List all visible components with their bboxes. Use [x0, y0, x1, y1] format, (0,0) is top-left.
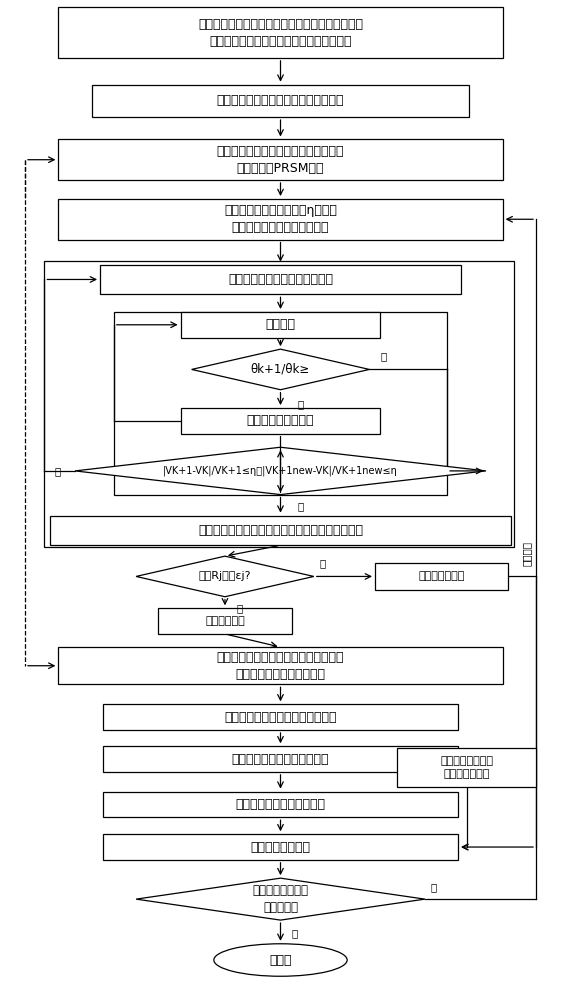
FancyBboxPatch shape — [58, 139, 503, 180]
Text: 可行设计向量: 可行设计向量 — [205, 616, 245, 626]
Text: 设置可靠性分析收敛阈值η，初始
化遗传算法，生成初始化种群: 设置可靠性分析收敛阈值η，初始 化遗传算法，生成初始化种群 — [224, 204, 337, 234]
Text: 迭代求解: 迭代求解 — [265, 318, 296, 331]
Text: 是: 是 — [292, 928, 298, 938]
FancyBboxPatch shape — [397, 748, 536, 787]
FancyBboxPatch shape — [181, 312, 380, 338]
Text: 不可行设计向量: 不可行设计向量 — [419, 571, 465, 581]
FancyBboxPatch shape — [103, 704, 458, 730]
Text: 是: 是 — [297, 399, 304, 409]
Polygon shape — [136, 878, 425, 920]
FancyBboxPatch shape — [181, 408, 380, 434]
Text: 否: 否 — [55, 466, 61, 476]
Text: 所有种群个体排序: 所有种群个体排序 — [251, 841, 310, 854]
FancyBboxPatch shape — [100, 265, 461, 294]
FancyBboxPatch shape — [103, 834, 458, 860]
Text: 计算目标和约束性能的稳健性系数: 计算目标和约束性能的稳健性系数 — [224, 711, 337, 724]
Polygon shape — [192, 349, 369, 390]
Text: 根据动态特性约束
整体可靠度排序: 根据动态特性约束 整体可靠度排序 — [440, 756, 493, 779]
Polygon shape — [75, 447, 486, 495]
Text: 否: 否 — [430, 882, 436, 892]
Text: 任意Rj大于εj?: 任意Rj大于εj? — [199, 571, 251, 581]
Text: 目标和约束稳健性系数预处理: 目标和约束稳健性系数预处理 — [232, 753, 329, 766]
Polygon shape — [136, 556, 314, 597]
FancyBboxPatch shape — [58, 199, 503, 240]
Text: 达到最大迭代次数
或收敛条件: 达到最大迭代次数 或收敛条件 — [252, 884, 309, 914]
Text: 通过蒙特卡洛法计算目标函数结构性能
和约束性能的均值和标准差: 通过蒙特卡洛法计算目标函数结构性能 和约束性能的均值和标准差 — [217, 651, 344, 681]
FancyBboxPatch shape — [50, 516, 511, 545]
FancyBboxPatch shape — [58, 7, 503, 58]
Text: 将概率向量转化至标准正态空间: 将概率向量转化至标准正态空间 — [228, 273, 333, 286]
Text: 确定自平衡电动车车架动态特性稳健均衡设计模型
中设计变量取值范围和不确定变量概率分布: 确定自平衡电动车车架动态特性稳健均衡设计模型 中设计变量取值范围和不确定变量概率… — [198, 18, 363, 48]
FancyBboxPatch shape — [91, 85, 470, 117]
Text: 计算可靠度，建立概率可靠性约束可行性判别矢量: 计算可靠度，建立概率可靠性约束可行性判别矢量 — [198, 524, 363, 537]
Text: 交叉变异: 交叉变异 — [522, 541, 532, 566]
Text: 采用拉丁超立方采样，构建参数化模型: 采用拉丁超立方采样，构建参数化模型 — [217, 94, 344, 107]
FancyBboxPatch shape — [158, 608, 292, 634]
FancyBboxPatch shape — [103, 792, 458, 817]
Text: 是: 是 — [236, 604, 242, 614]
Text: |VK+1-VK|/VK+1≤η或|VK+1new-VK|/VK+1new≤η: |VK+1-VK|/VK+1≤η或|VK+1new-VK|/VK+1new≤η — [163, 466, 398, 476]
FancyBboxPatch shape — [103, 746, 458, 772]
Text: 计算整体性能稳健均衡指数: 计算整体性能稳健均衡指数 — [236, 798, 325, 811]
FancyBboxPatch shape — [375, 563, 508, 590]
Text: θk+1/θk≥: θk+1/θk≥ — [251, 363, 310, 376]
Text: 协同仿真，基于样本点分别建立目标和
约束性能的PRSM模型: 协同仿真，基于样本点分别建立目标和 约束性能的PRSM模型 — [217, 145, 344, 175]
Text: 最优解: 最优解 — [269, 954, 292, 967]
Text: 是: 是 — [297, 501, 304, 511]
Ellipse shape — [214, 944, 347, 976]
Text: 否: 否 — [380, 351, 387, 361]
FancyBboxPatch shape — [58, 647, 503, 684]
Text: 否: 否 — [319, 558, 325, 568]
Text: 二分渐进法进行修正: 二分渐进法进行修正 — [247, 414, 314, 427]
